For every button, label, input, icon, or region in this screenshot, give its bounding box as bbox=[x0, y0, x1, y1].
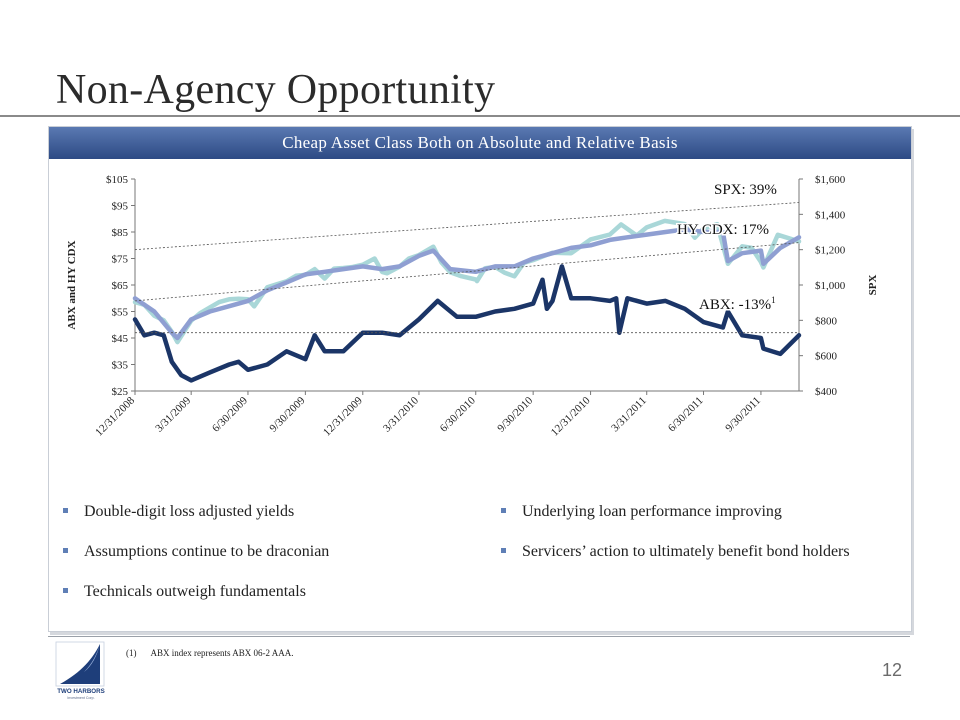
bullet-item-assumptions: Assumptions continue to be draconian bbox=[63, 543, 329, 561]
annotation-abx: ABX: -13%1 bbox=[699, 295, 776, 313]
bullet-item-technicals: Technicals outweigh fundamentals bbox=[63, 583, 306, 601]
series-line-hy-cdx bbox=[132, 227, 802, 341]
x-axis-tick-label: 12/31/2008 bbox=[93, 394, 137, 438]
right-axis-tick-label: $1,400 bbox=[815, 209, 846, 221]
svg-text:TWO HARBORS: TWO HARBORS bbox=[57, 688, 104, 695]
right-axis-tick-label: $400 bbox=[815, 386, 838, 398]
page-title: Non-Agency Opportunity bbox=[56, 67, 496, 113]
left-axis-tick-label: $35 bbox=[112, 360, 129, 372]
x-axis-tick-label: 3/31/2011 bbox=[609, 395, 649, 435]
trendline-hy-cdx bbox=[134, 242, 800, 302]
bullet-item-servicers-action: Servicers’ action to ultimately benefit … bbox=[501, 543, 850, 561]
bullet-square-icon bbox=[63, 547, 68, 553]
left-axis-tick-label: $65 bbox=[112, 280, 129, 292]
annotation-spx: SPX: 39% bbox=[714, 182, 777, 198]
trendline-spx bbox=[134, 202, 800, 251]
x-axis-tick-label: 3/31/2010 bbox=[381, 394, 421, 434]
footer-divider bbox=[48, 636, 910, 637]
right-axis-tick-label: $800 bbox=[815, 315, 838, 327]
x-axis-tick-label: 12/31/2009 bbox=[321, 394, 365, 438]
page-number: 12 bbox=[881, 660, 902, 680]
bullet-square-icon bbox=[501, 547, 506, 553]
panel-banner: Cheap Asset Class Both on Absolute and R… bbox=[49, 127, 911, 159]
title-divider bbox=[0, 115, 960, 117]
right-axis-tick-label: $1,000 bbox=[815, 280, 846, 292]
right-axis-tick-label: $600 bbox=[815, 351, 838, 363]
left-axis-tick-label: $55 bbox=[112, 307, 129, 319]
right-axis-title: SPX bbox=[867, 275, 879, 296]
bullet-item-loss-adjusted-yields: Double-digit loss adjusted yields bbox=[63, 503, 294, 521]
svg-text:Investment Corp.: Investment Corp. bbox=[67, 696, 94, 700]
bullet-square-icon bbox=[501, 507, 506, 513]
bullet-square-icon bbox=[63, 587, 68, 593]
x-axis-tick-label: 9/30/2011 bbox=[723, 395, 763, 435]
line-chart: $25 $35 $45 $55 $65 $75 $85 $95 $105 $400 $600 $800… bbox=[66, 174, 879, 439]
right-axis-tick-label: $1,200 bbox=[815, 245, 846, 257]
left-axis-tick-label: $105 bbox=[106, 174, 129, 186]
footnote: (1) ABX index represents ABX 06-2 AAA. bbox=[126, 648, 294, 658]
x-axis-tick-label: 6/30/2009 bbox=[210, 394, 250, 434]
left-axis-tick-label: $45 bbox=[112, 333, 129, 345]
content-panel: Cheap Asset Class Both on Absolute and R… bbox=[48, 126, 912, 632]
bullet-item-loan-performance: Underlying loan performance improving bbox=[501, 503, 782, 521]
left-axis-tick-label: $95 bbox=[112, 201, 129, 213]
annotation-hy-cdx: HY CDX: 17% bbox=[677, 222, 769, 238]
x-axis-tick-label: 9/30/2010 bbox=[495, 394, 535, 434]
footnote-text: ABX index represents ABX 06-2 AAA. bbox=[150, 648, 294, 658]
series-line-spx bbox=[132, 218, 802, 345]
left-axis-title: ABX and HY CDX bbox=[66, 240, 78, 329]
bullet-square-icon bbox=[63, 507, 68, 513]
left-axis-tick-label: $85 bbox=[112, 227, 129, 239]
two-harbors-logo: TWO HARBORS Investment Corp. bbox=[55, 641, 105, 700]
x-axis-tick-label: 9/30/2009 bbox=[267, 394, 307, 434]
series-line-abx bbox=[132, 264, 802, 383]
x-axis-tick-label: 6/30/2011 bbox=[666, 395, 706, 435]
x-axis-tick-label: 12/31/2010 bbox=[549, 394, 593, 438]
left-axis-tick-label: $25 bbox=[112, 386, 129, 398]
x-axis-tick-label: 6/30/2010 bbox=[438, 394, 478, 434]
left-axis-tick-label: $75 bbox=[112, 254, 129, 266]
x-axis-tick-label: 3/31/2009 bbox=[153, 394, 193, 434]
footnote-number: (1) bbox=[126, 648, 137, 658]
right-axis-tick-label: $1,600 bbox=[815, 174, 846, 186]
